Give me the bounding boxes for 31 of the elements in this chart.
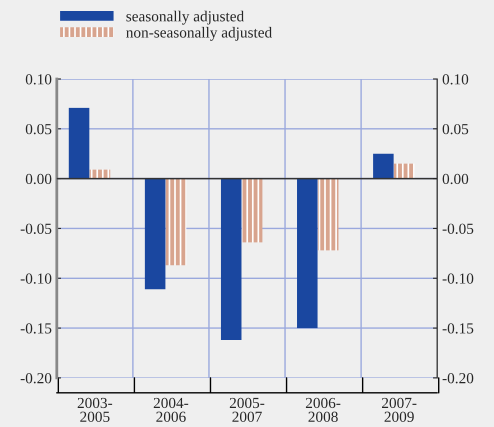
y-tick-label: -0.05 — [20, 224, 52, 234]
bar — [68, 108, 90, 179]
bar — [242, 178, 262, 242]
x-tick-label: 2004- 2006 — [154, 398, 188, 422]
y2-tick-label: -0.20 — [442, 373, 474, 384]
y-tick-label: 0.00 — [26, 174, 52, 184]
bar — [166, 178, 186, 266]
x-tick-label: 2003- 2005 — [78, 398, 112, 422]
bar — [220, 178, 242, 340]
y2-tick-label: -0.05 — [442, 224, 474, 234]
legend-label: non-seasonally adjusted — [126, 26, 272, 41]
y2-tick-label: 0.00 — [442, 174, 468, 184]
bar — [297, 178, 318, 328]
y2-tick-label: -0.10 — [442, 273, 474, 284]
bar — [394, 164, 415, 179]
x-tick-label: 2006- 2008 — [306, 398, 340, 422]
x-tick-label: 2005- 2007 — [230, 398, 264, 422]
x-tick-label: 2007- 2009 — [382, 398, 416, 422]
y2-tick-label: 0.10 — [442, 74, 468, 85]
bar — [144, 178, 166, 290]
y-tick-label: -0.15 — [20, 323, 52, 334]
y-tick-label: -0.10 — [20, 273, 52, 284]
bar — [90, 170, 110, 179]
bar — [373, 154, 394, 179]
bar — [318, 178, 338, 250]
y-tick-label: 0.10 — [26, 74, 52, 85]
y2-tick-label: 0.05 — [442, 124, 468, 134]
y-tick-label: -0.20 — [20, 373, 52, 384]
y-tick-label: 0.05 — [26, 124, 52, 134]
legend-label: seasonally adjusted — [126, 10, 244, 25]
y2-tick-label: -0.15 — [442, 323, 474, 334]
